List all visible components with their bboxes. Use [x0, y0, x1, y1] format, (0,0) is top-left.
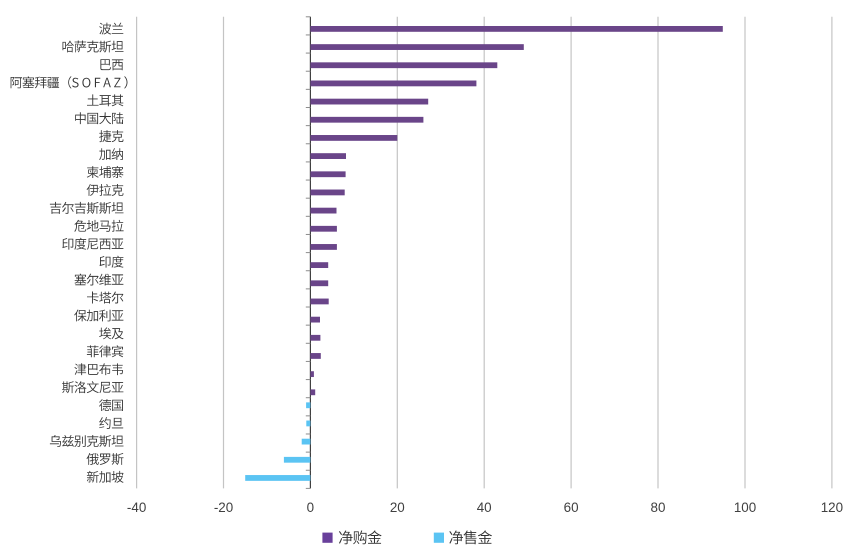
svg-text:100: 100 [734, 500, 756, 515]
svg-text:-20: -20 [214, 500, 233, 515]
svg-text:60: 60 [564, 500, 579, 515]
svg-text:80: 80 [651, 500, 666, 515]
svg-text:-40: -40 [127, 500, 146, 515]
svg-text:120: 120 [821, 500, 843, 515]
svg-text:0: 0 [307, 500, 314, 515]
svg-text:40: 40 [477, 500, 492, 515]
svg-text:20: 20 [390, 500, 405, 515]
